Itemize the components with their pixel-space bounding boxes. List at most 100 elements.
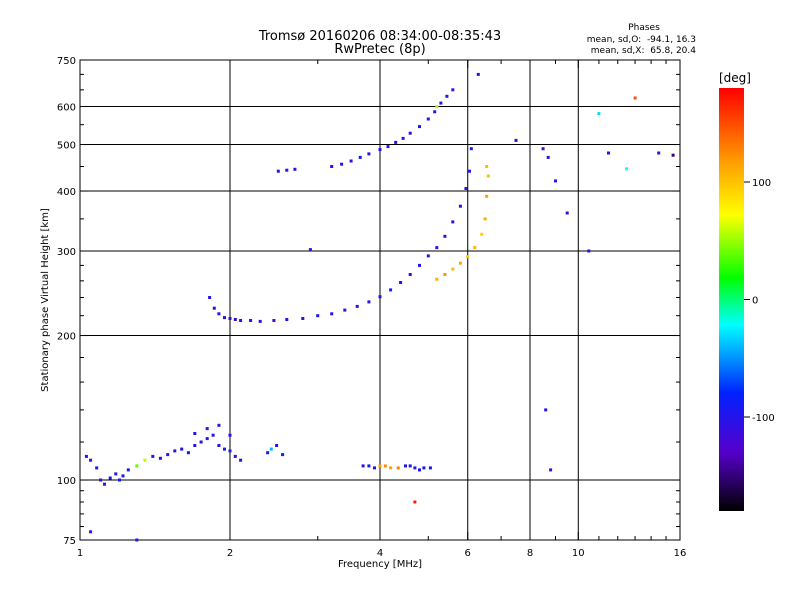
data-point (143, 458, 147, 462)
data-point (587, 249, 591, 253)
data-point (358, 155, 362, 159)
data-point (84, 454, 88, 458)
data-point (541, 147, 545, 151)
data-point (443, 234, 447, 238)
data-point (217, 312, 221, 316)
data-point (468, 169, 471, 173)
x-tick-label: 6 (465, 548, 471, 559)
y-tick-label: 600 (57, 103, 76, 114)
data-point (193, 432, 197, 435)
data-point (151, 454, 155, 458)
x-tick-label: 2 (227, 548, 233, 559)
data-point (121, 474, 125, 478)
x-tick-label: 10 (572, 548, 585, 559)
data-point (413, 500, 417, 504)
data-point (483, 217, 487, 221)
data-point (293, 167, 297, 171)
data-point (158, 456, 162, 460)
data-point (89, 458, 93, 462)
data-point (228, 449, 232, 453)
data-point (217, 423, 221, 427)
data-point (389, 288, 393, 292)
data-point (418, 125, 421, 129)
data-point (514, 138, 518, 142)
data-point (401, 136, 405, 140)
data-point (373, 466, 376, 470)
axis-ticks: 1 2 4 6 8 10 16 75 100 200 300 400 500 600 750 (57, 56, 686, 559)
data-point (217, 444, 221, 447)
data-point (269, 447, 273, 451)
data-point (473, 246, 477, 250)
data-points (84, 72, 675, 542)
data-point (223, 316, 226, 320)
y-tick-label: 500 (57, 141, 76, 152)
data-point (239, 458, 243, 462)
data-point (205, 427, 209, 431)
data-point (408, 131, 412, 135)
data-point (367, 152, 371, 156)
colorbar-label: [deg] (719, 71, 751, 85)
data-point (383, 464, 387, 468)
data-point (126, 468, 130, 472)
colorbar-ticks: 100 0 -100 (744, 178, 775, 424)
data-point (228, 433, 232, 437)
data-point (464, 187, 468, 190)
y-tick-label: 200 (57, 332, 76, 343)
data-point (451, 267, 455, 271)
data-point (486, 174, 490, 178)
data-point (308, 248, 312, 252)
data-point (451, 88, 455, 92)
data-point (607, 151, 610, 155)
phase-x-stats: mean, sd,X: 65.8, 20.4 (591, 46, 697, 56)
data-point (233, 454, 237, 458)
colorbar-tick-label: 0 (752, 296, 758, 307)
data-point (228, 317, 232, 320)
data-point (399, 281, 403, 284)
data-point (233, 318, 237, 321)
data-point (386, 145, 390, 149)
data-point (135, 464, 139, 468)
y-tick-label: 300 (57, 247, 76, 258)
data-point (330, 312, 334, 316)
chart-title: Tromsø 20160206 08:34:00-08:35:43 (258, 29, 501, 44)
data-point (281, 453, 285, 457)
data-point (95, 466, 99, 470)
plot-area: 1 2 4 6 8 10 16 75 100 200 300 400 500 600 750 (57, 56, 686, 559)
data-point (451, 220, 455, 224)
data-point (549, 468, 553, 472)
data-point (466, 255, 470, 259)
data-point (458, 261, 462, 265)
data-point (565, 211, 569, 215)
data-point (239, 319, 243, 322)
data-point (544, 408, 548, 412)
data-point (428, 466, 432, 470)
data-point (625, 167, 629, 171)
data-point (443, 273, 447, 276)
data-point (173, 449, 177, 453)
data-point (439, 101, 443, 105)
data-point (418, 263, 421, 267)
data-point (285, 168, 289, 172)
data-point (103, 482, 106, 486)
y-tick-label: 75 (63, 536, 76, 547)
data-point (378, 148, 382, 152)
data-point (394, 140, 398, 144)
data-point (212, 306, 216, 310)
x-tick-label: 4 (377, 548, 383, 559)
data-point (343, 308, 347, 312)
data-point (396, 466, 400, 470)
data-point (166, 453, 170, 457)
data-point (445, 94, 449, 98)
data-point (378, 295, 382, 299)
data-point (367, 464, 371, 468)
x-tick-label: 1 (77, 548, 83, 559)
data-point (485, 165, 489, 168)
data-point (330, 165, 334, 168)
chart-subtitle: RwPretec (8p) (334, 42, 425, 57)
data-point (193, 444, 197, 447)
data-point (554, 179, 557, 183)
data-point (469, 147, 473, 151)
data-point (266, 451, 270, 455)
data-point (426, 254, 430, 258)
